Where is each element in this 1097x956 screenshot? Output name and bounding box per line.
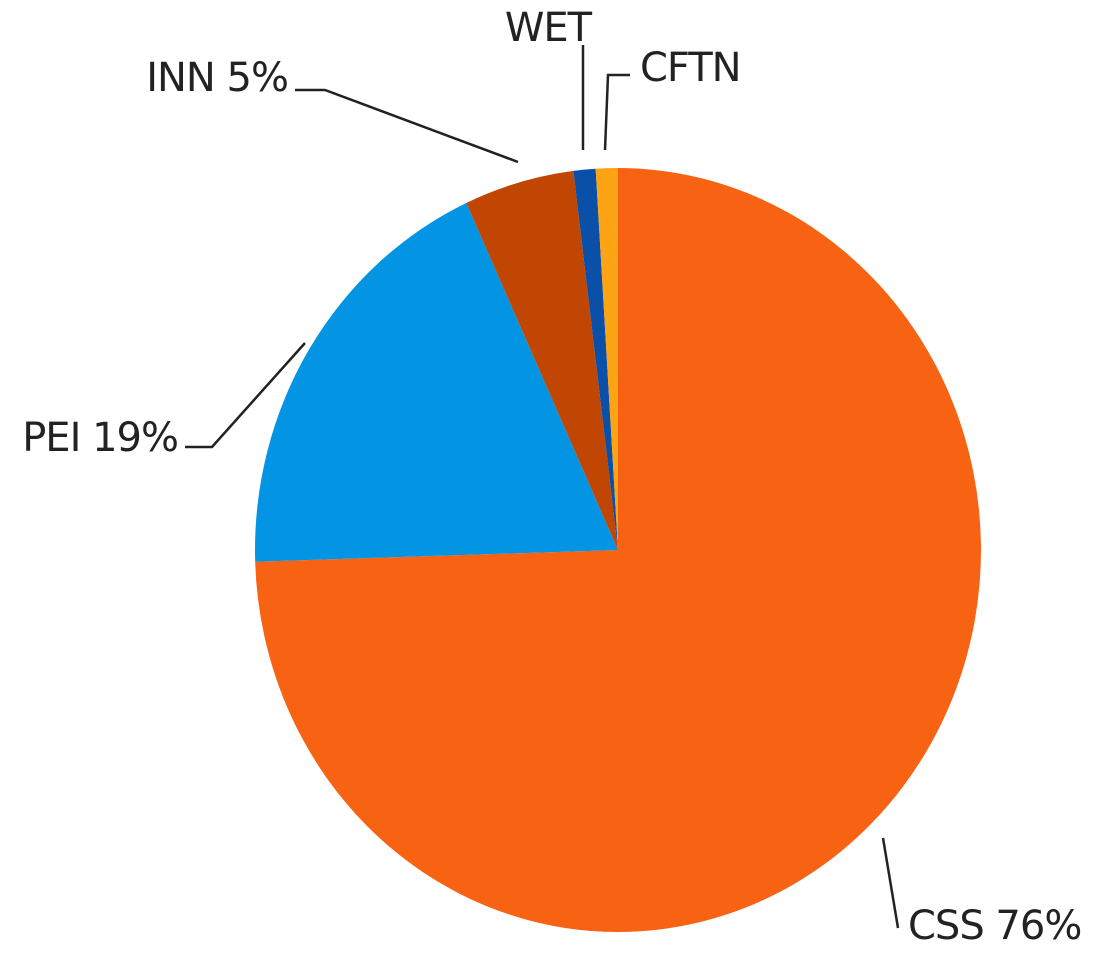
slice-label: PEI 19% xyxy=(22,415,178,461)
leader-line xyxy=(295,88,519,164)
slice-label: CFTN xyxy=(640,45,741,91)
slice-label: WET xyxy=(505,5,593,51)
pie-slice xyxy=(573,168,618,550)
pie-slice xyxy=(466,170,618,550)
leader-line xyxy=(881,837,900,929)
slice-label: CSS 76% xyxy=(908,903,1081,949)
slice-label: INN 5% xyxy=(146,55,288,101)
leader-line xyxy=(185,342,306,449)
pie-slice xyxy=(254,202,618,562)
leader-line xyxy=(603,73,630,151)
pie-slice xyxy=(595,168,618,550)
pie-slice xyxy=(255,168,982,932)
